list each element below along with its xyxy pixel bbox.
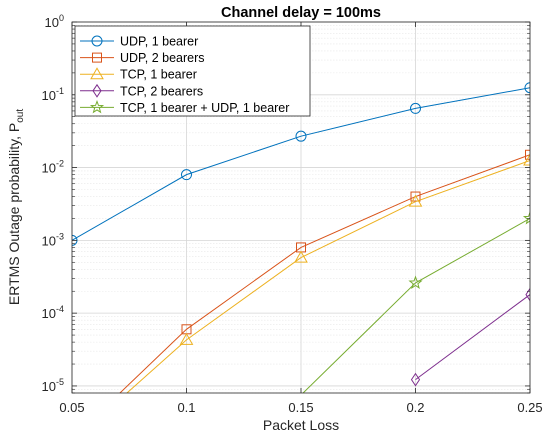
y-tick-label-exponent: -2 xyxy=(56,159,64,169)
y-tick-label-exponent: -3 xyxy=(56,231,64,241)
y-axis-label-main: ERTMS Outage probability, P xyxy=(6,123,22,305)
legend-marker xyxy=(91,35,103,47)
data-point xyxy=(525,149,530,160)
data-point xyxy=(524,82,530,94)
series-4 xyxy=(410,287,530,387)
data-point xyxy=(523,153,530,166)
series-5 xyxy=(302,211,530,393)
data-point xyxy=(410,372,421,387)
y-tick-label-exponent: -4 xyxy=(56,304,64,314)
y-tick-label: 10-2 xyxy=(42,159,64,176)
legend-label: TCP, 2 bearers xyxy=(120,84,203,98)
legend-item: TCP, 1 bearer xyxy=(80,67,197,82)
y-tick-label-base: 10 xyxy=(42,306,56,321)
data-point xyxy=(408,194,423,207)
y-axis-label: ERTMS Outage probability, Pout xyxy=(6,109,26,305)
legend-label: UDP, 1 bearer xyxy=(120,35,198,49)
data-point xyxy=(410,191,421,202)
data-point xyxy=(522,211,530,225)
y-tick-label-base: 10 xyxy=(42,88,56,103)
y-tick-label-exponent: -5 xyxy=(56,377,64,387)
legend-item: TCP, 2 bearers xyxy=(80,83,203,98)
data-point xyxy=(525,287,530,302)
legend-item: UDP, 1 bearer xyxy=(80,35,198,49)
data-point xyxy=(408,275,423,289)
y-tick-label: 10-5 xyxy=(42,377,64,394)
y-tick-label-base: 10 xyxy=(42,161,56,176)
legend-marker xyxy=(92,83,102,98)
y-axis-label-subscript: out xyxy=(15,109,26,123)
y-tick-label: 10-4 xyxy=(42,304,64,321)
series-line xyxy=(119,154,530,393)
series-3 xyxy=(126,153,530,393)
y-tick-label-base: 10 xyxy=(42,379,56,394)
series-line xyxy=(72,87,530,241)
x-tick-label: 0.05 xyxy=(59,400,84,415)
data-point xyxy=(295,130,307,142)
y-tick-label-exponent: -1 xyxy=(56,86,64,96)
y-tick-label: 100 xyxy=(45,13,64,30)
data-point xyxy=(410,102,421,114)
data-point xyxy=(181,169,192,181)
x-tick-label: 0.2 xyxy=(406,400,424,415)
x-tick-label: 0.15 xyxy=(288,400,313,415)
data-point xyxy=(294,250,308,263)
y-tick-label-exponent: 0 xyxy=(59,13,64,23)
legend-label: TCP, 1 bearer + UDP, 1 bearer xyxy=(120,101,289,115)
legend-label: UDP, 2 bearers xyxy=(120,51,205,65)
legend-marker xyxy=(90,67,104,80)
series-line xyxy=(302,218,530,393)
legend-marker xyxy=(92,52,102,63)
y-tick-label: 10-1 xyxy=(42,86,64,103)
y-tick-label-base: 10 xyxy=(45,15,59,30)
x-tick-label: 0.25 xyxy=(517,400,542,415)
series-line xyxy=(126,160,530,393)
legend-marker xyxy=(89,99,105,114)
series-line xyxy=(415,294,530,381)
legend-label: TCP, 1 bearer xyxy=(120,68,197,82)
data-point xyxy=(179,332,194,345)
legend: UDP, 1 bearer UDP, 2 bearers TCP, 1 bearer… xyxy=(74,25,311,117)
y-tick-label: 10-3 xyxy=(42,231,64,248)
x-axis-label: Packet Loss xyxy=(263,417,339,433)
y-tick-label-base: 10 xyxy=(42,233,56,248)
legend-box xyxy=(74,25,311,117)
chart-title: Channel delay = 100ms xyxy=(221,5,381,21)
x-tick-label: 0.1 xyxy=(177,400,195,415)
legend-item: TCP, 1 bearer + UDP, 1 bearer xyxy=(80,99,289,115)
legend-item: UDP, 2 bearers xyxy=(80,51,205,65)
